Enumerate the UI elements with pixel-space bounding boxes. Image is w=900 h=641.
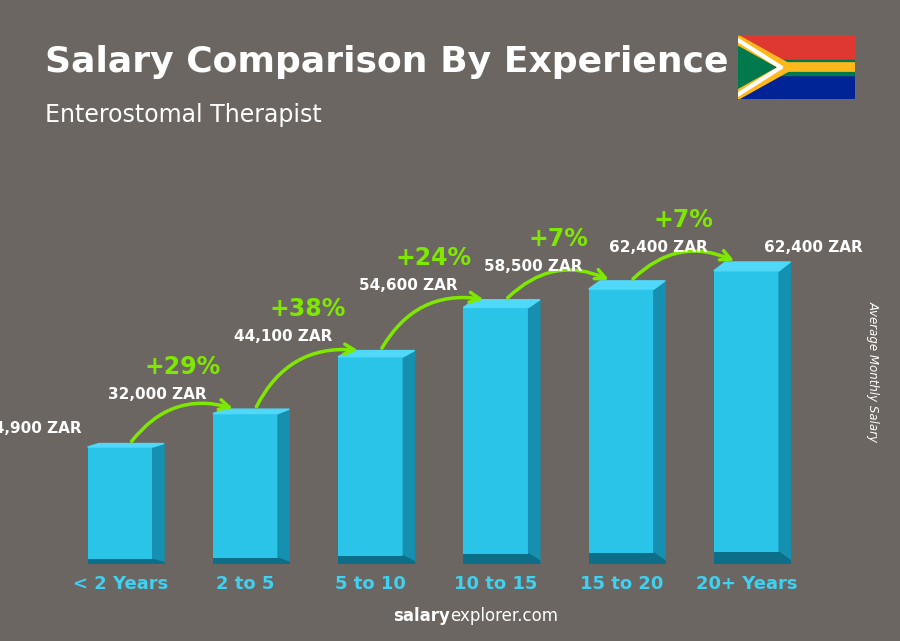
Bar	[213, 558, 278, 564]
Text: 32,000 ZAR: 32,000 ZAR	[108, 387, 207, 402]
Text: 54,600 ZAR: 54,600 ZAR	[358, 278, 457, 293]
Polygon shape	[464, 300, 540, 308]
Polygon shape	[779, 262, 790, 564]
Bar	[738, 35, 855, 67]
Text: +7%: +7%	[528, 227, 589, 251]
Bar	[338, 556, 403, 564]
Bar	[589, 289, 654, 564]
Bar	[738, 60, 855, 74]
Text: Average Monthly Salary: Average Monthly Salary	[867, 301, 879, 442]
Bar	[464, 308, 528, 564]
Polygon shape	[278, 409, 289, 564]
Bar	[714, 553, 779, 564]
Bar	[589, 553, 654, 564]
Polygon shape	[403, 351, 415, 564]
Polygon shape	[654, 281, 665, 564]
Polygon shape	[403, 556, 415, 564]
Polygon shape	[87, 444, 164, 447]
Polygon shape	[714, 262, 790, 271]
Text: +29%: +29%	[145, 355, 220, 379]
Polygon shape	[738, 35, 781, 99]
Polygon shape	[153, 560, 164, 564]
Bar	[213, 413, 278, 564]
FancyArrowPatch shape	[508, 269, 606, 298]
FancyArrowPatch shape	[382, 292, 480, 348]
Text: +7%: +7%	[654, 208, 714, 232]
FancyArrowPatch shape	[633, 251, 731, 279]
Bar	[464, 554, 528, 564]
Polygon shape	[779, 553, 790, 564]
Text: salary: salary	[393, 607, 450, 625]
Polygon shape	[338, 351, 415, 357]
Text: explorer.com: explorer.com	[450, 607, 558, 625]
Polygon shape	[528, 300, 540, 564]
Text: +24%: +24%	[395, 246, 472, 270]
Text: 24,900 ZAR: 24,900 ZAR	[0, 422, 81, 437]
Polygon shape	[738, 40, 775, 94]
Bar	[87, 447, 153, 564]
Bar	[738, 67, 855, 99]
Polygon shape	[278, 558, 289, 564]
Polygon shape	[153, 444, 164, 564]
Polygon shape	[528, 554, 540, 564]
Polygon shape	[213, 409, 289, 413]
Text: Salary Comparison By Experience: Salary Comparison By Experience	[45, 45, 728, 79]
Text: 58,500 ZAR: 58,500 ZAR	[484, 259, 582, 274]
Bar	[338, 357, 403, 564]
Bar	[714, 271, 779, 564]
Text: 44,100 ZAR: 44,100 ZAR	[233, 328, 332, 344]
FancyArrowPatch shape	[256, 344, 355, 406]
Text: +38%: +38%	[270, 297, 346, 320]
Bar	[87, 560, 153, 564]
FancyArrowPatch shape	[131, 400, 230, 441]
Text: 62,400 ZAR: 62,400 ZAR	[609, 240, 707, 255]
Text: 62,400 ZAR: 62,400 ZAR	[764, 240, 863, 255]
Text: Enterostomal Therapist: Enterostomal Therapist	[45, 103, 322, 126]
Polygon shape	[589, 281, 665, 289]
Polygon shape	[654, 553, 665, 564]
